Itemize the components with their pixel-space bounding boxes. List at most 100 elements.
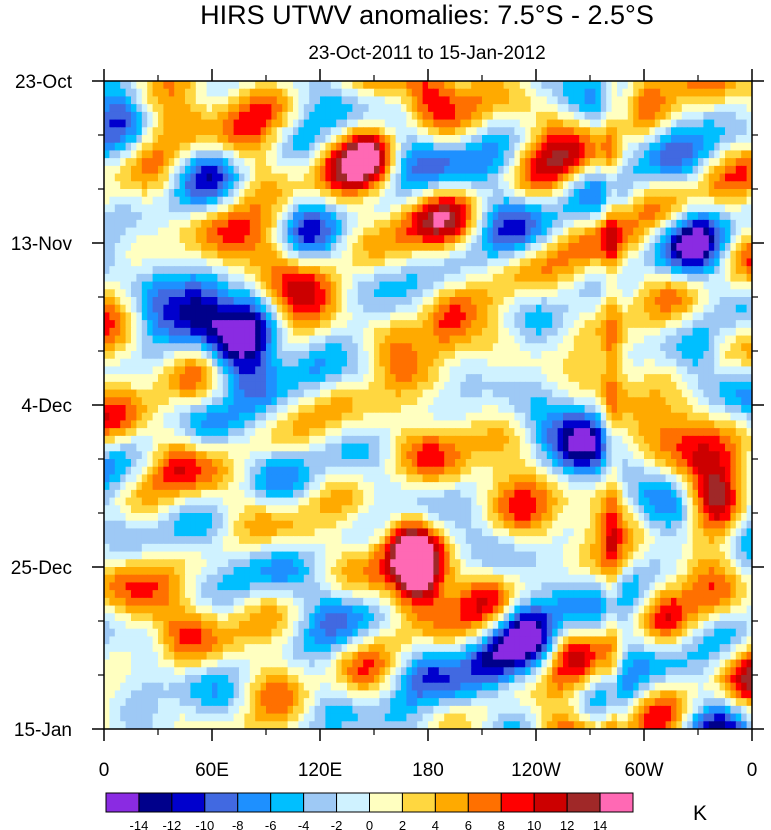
heatmap-cell: [195, 258, 202, 267]
heatmap-cell: [185, 381, 191, 391]
heatmap-cell: [222, 374, 229, 383]
heatmap-cell: [390, 88, 397, 98]
heatmap-cell: [314, 281, 321, 290]
heatmap-cell: [152, 104, 159, 113]
heatmap-cell: [120, 181, 127, 190]
heatmap-cell: [228, 88, 235, 98]
heatmap-cell: [428, 173, 434, 182]
heatmap-cell: [703, 181, 710, 190]
heatmap-cell: [174, 343, 181, 352]
heatmap-cell: [222, 81, 229, 90]
heatmap-cell: [746, 111, 752, 121]
heatmap-cell: [519, 189, 526, 198]
heatmap-cell: [336, 374, 343, 383]
heatmap-cell: [665, 343, 672, 352]
heatmap-cell: [590, 127, 596, 136]
heatmap-cell: [438, 181, 445, 190]
heatmap-cell: [228, 289, 235, 298]
heatmap-cell: [320, 104, 326, 113]
heatmap-cell: [471, 289, 478, 298]
heatmap-cell: [552, 366, 559, 375]
heatmap-cell: [573, 173, 580, 182]
heatmap-cell: [239, 374, 245, 383]
heatmap-cell: [120, 96, 127, 105]
heatmap-cell: [293, 173, 299, 182]
heatmap-cell: [163, 343, 170, 352]
heatmap-cell: [255, 335, 262, 344]
heatmap-cell: [487, 266, 494, 275]
heatmap-cell: [482, 358, 488, 368]
heatmap-cell: [584, 96, 591, 105]
heatmap-cell: [438, 273, 445, 283]
heatmap-cell: [509, 335, 515, 344]
heatmap-cell: [509, 243, 515, 252]
heatmap-cell: [125, 189, 132, 198]
heatmap-cell: [401, 227, 407, 236]
heatmap-cell: [422, 358, 429, 368]
heatmap-cell: [303, 381, 310, 391]
heatmap-cell: [681, 88, 688, 98]
heatmap-cell: [746, 258, 752, 267]
heatmap-cell: [617, 281, 623, 290]
heatmap-cell: [471, 374, 478, 383]
heatmap-cell: [190, 320, 197, 329]
heatmap-cell: [384, 196, 391, 206]
heatmap-cell: [444, 351, 451, 360]
heatmap-cell: [239, 304, 245, 314]
heatmap-cell: [114, 173, 121, 182]
heatmap-cell: [681, 250, 688, 260]
heatmap-cell: [438, 212, 445, 221]
heatmap-cell: [638, 196, 645, 206]
heatmap-cell: [703, 281, 710, 290]
heatmap-cell: [314, 150, 321, 159]
heatmap-cell: [233, 165, 240, 175]
heatmap-cell: [514, 297, 521, 306]
heatmap-cell: [633, 320, 640, 329]
heatmap-cell: [260, 327, 267, 337]
heatmap-cell: [390, 366, 397, 375]
heatmap-cell: [417, 227, 424, 236]
heatmap-cell: [465, 165, 472, 175]
heatmap-cell: [163, 150, 170, 159]
heatmap-cell: [363, 397, 370, 406]
heatmap-cell: [741, 389, 748, 398]
heatmap-cell: [633, 219, 640, 229]
heatmap-cell: [644, 219, 650, 229]
heatmap-cell: [222, 327, 229, 337]
heatmap-cell: [276, 135, 283, 144]
heatmap-cell: [379, 358, 386, 368]
heatmap-cell: [131, 389, 137, 398]
heatmap-cell: [735, 165, 742, 175]
heatmap-cell: [492, 327, 499, 337]
heatmap-cell: [104, 374, 110, 383]
heatmap-cell: [271, 196, 278, 206]
heatmap-cell: [708, 165, 715, 175]
heatmap-cell: [406, 281, 413, 290]
heatmap-cell: [600, 374, 607, 383]
heatmap-cell: [590, 389, 596, 398]
heatmap-cell: [390, 219, 397, 229]
heatmap-cell: [168, 173, 175, 182]
heatmap-cell: [714, 250, 721, 260]
heatmap-cell: [276, 358, 283, 368]
heatmap-cell: [465, 173, 472, 182]
heatmap-cell: [233, 219, 240, 229]
heatmap-cell: [228, 312, 235, 321]
heatmap-cell: [703, 320, 710, 329]
heatmap-cell: [482, 351, 488, 360]
heatmap-cell: [433, 273, 440, 283]
heatmap-cell: [665, 374, 672, 383]
heatmap-cell: [509, 196, 515, 206]
heatmap-cell: [692, 104, 699, 113]
heatmap-cell: [590, 297, 596, 306]
heatmap-cell: [174, 397, 181, 406]
heatmap-cell: [444, 366, 451, 375]
heatmap-cell: [212, 135, 218, 144]
heatmap-cell: [222, 258, 229, 267]
heatmap-cell: [460, 335, 467, 344]
heatmap-cell: [611, 81, 618, 90]
heatmap-cell: [320, 127, 326, 136]
heatmap-cell: [109, 181, 116, 190]
heatmap-cell: [325, 273, 332, 283]
heatmap-cell: [266, 343, 272, 352]
